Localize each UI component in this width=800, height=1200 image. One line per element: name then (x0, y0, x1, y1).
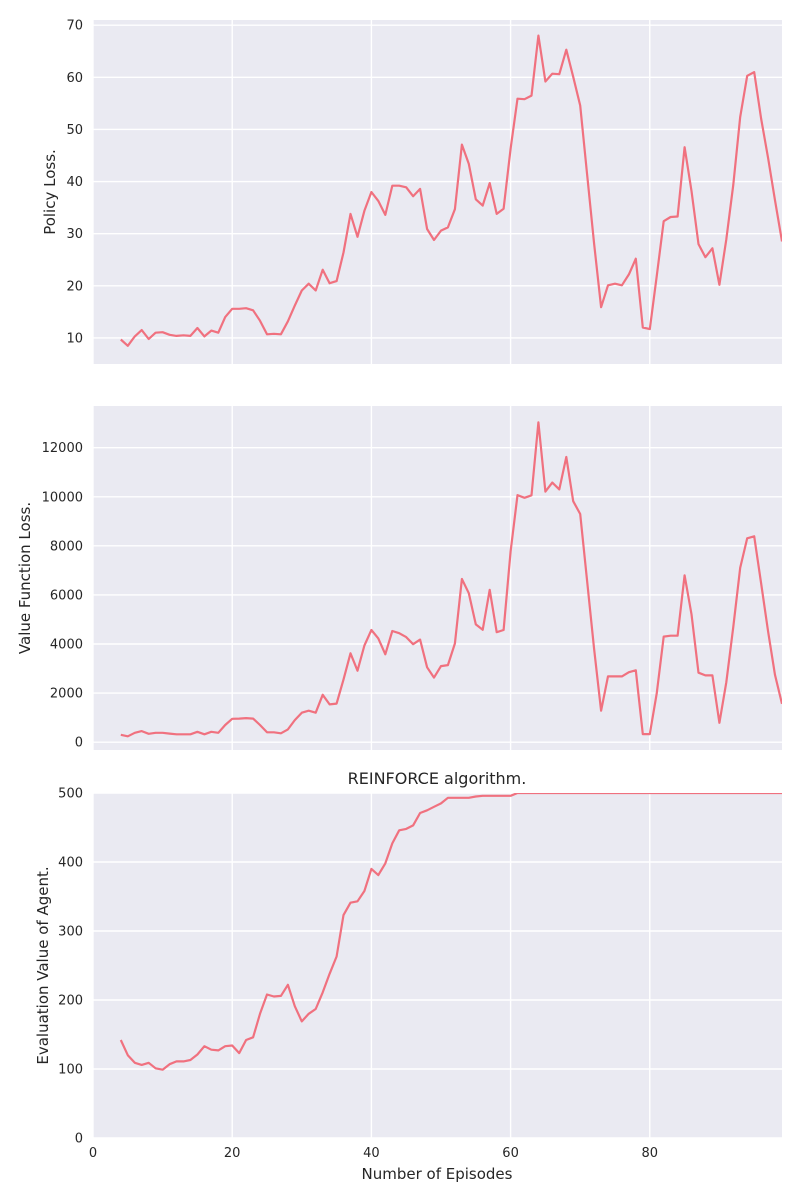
x-axis-label: Number of Episodes (362, 1165, 513, 1183)
policy-loss-panel: 10 20 30 40 50 60 70 Policy Loss. (41, 19, 782, 364)
evaluation-y-tick-label: 100 (58, 1063, 83, 1078)
policy-loss-plot-area (93, 20, 782, 364)
chart-title: REINFORCE algorithm. (348, 769, 527, 788)
value-loss-y-tick-label: 8000 (50, 539, 83, 554)
evaluation-y-tick-label: 500 (58, 787, 83, 802)
evaluation-plot-layer: 0 20 40 60 80 0 100 200 300 400 500 Evaluation Valu… (34, 787, 782, 1162)
evaluation-y-tick-label: 0 (75, 1132, 83, 1147)
value-loss-y-tick-label: 2000 (50, 687, 83, 702)
evaluation-y-tick-label: 300 (58, 925, 83, 940)
policy-loss-y-tick-label: 10 (66, 331, 83, 346)
value-loss-y-tick-label: 6000 (50, 588, 83, 603)
value-loss-plot-layer: 0 2000 4000 6000 8000 10000 12000 Value Functio… (16, 406, 782, 751)
value-loss-y-tick-label: 12000 (42, 441, 83, 456)
value-loss-plot-area (93, 406, 782, 750)
policy-loss-y-axis-label: Policy Loss. (41, 149, 59, 235)
evaluation-x-tick-label: 20 (224, 1146, 241, 1161)
policy-loss-y-tick-label: 40 (66, 175, 83, 190)
evaluation-x-tick-label: 40 (363, 1146, 380, 1161)
evaluation-y-tick-label: 200 (58, 994, 83, 1009)
evaluation-x-tick-label: 80 (641, 1146, 658, 1161)
policy-loss-y-tick-label: 70 (66, 19, 83, 34)
value-loss-y-tick-label: 4000 (50, 638, 83, 653)
evaluation-plot-area (93, 793, 782, 1138)
evaluation-x-tick-label: 60 (502, 1146, 519, 1161)
policy-loss-y-tick-label: 50 (66, 123, 83, 138)
evaluation-panel: 0 20 40 60 80 0 100 200 300 400 500 Evaluation Valu… (34, 769, 782, 1183)
evaluation-y-axis-label: Evaluation Value of Agent. (34, 866, 52, 1064)
value-loss-panel: 0 2000 4000 6000 8000 10000 12000 Value Functio… (16, 406, 782, 751)
evaluation-x-tick-label: 0 (89, 1146, 97, 1161)
policy-loss-y-tick-label: 60 (66, 71, 83, 86)
value-loss-y-tick-label: 0 (75, 736, 83, 751)
value-loss-y-tick-label: 10000 (42, 490, 83, 505)
policy-loss-y-tick-label: 30 (66, 227, 83, 242)
policy-loss-plot-layer: 10 20 30 40 50 60 70 Policy Loss. (41, 19, 782, 364)
policy-loss-y-tick-label: 20 (66, 279, 83, 294)
evaluation-y-tick-label: 400 (58, 856, 83, 871)
value-loss-y-axis-label: Value Function Loss. (16, 502, 34, 654)
